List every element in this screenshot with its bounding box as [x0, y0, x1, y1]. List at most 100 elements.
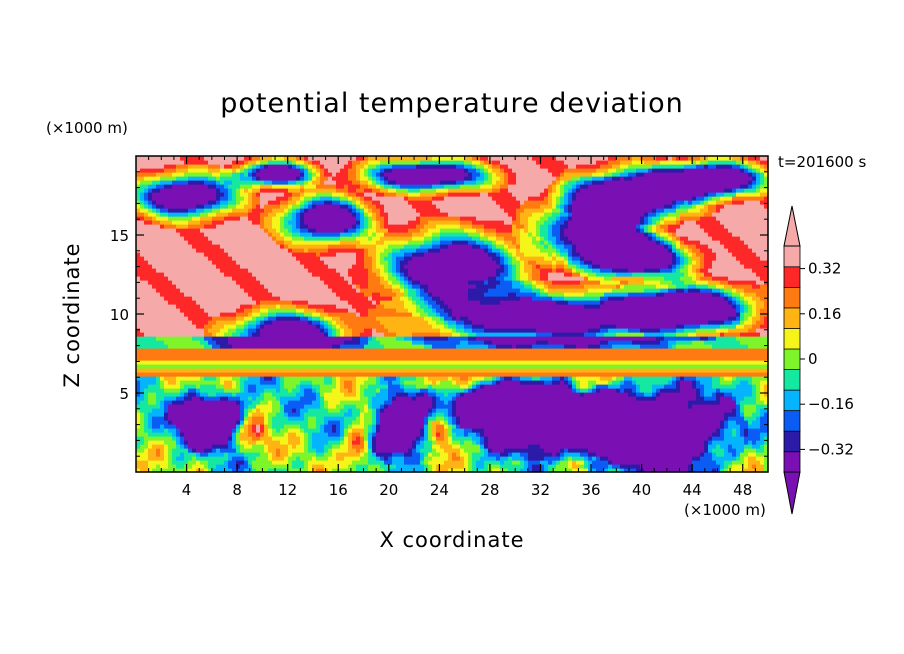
heatmap-cell [732, 392, 737, 397]
heatmap-cell [460, 456, 465, 461]
heatmap-cell [428, 436, 433, 441]
heatmap-cell [256, 440, 261, 445]
heatmap-cell [484, 344, 489, 349]
heatmap-cell [648, 404, 653, 409]
heatmap-cell [744, 364, 749, 369]
heatmap-cell [456, 444, 461, 449]
heatmap-cell [760, 424, 765, 429]
heatmap-cell [644, 428, 649, 433]
heatmap-cell [200, 444, 205, 449]
heatmap-cell [608, 364, 613, 369]
heatmap-cell [520, 448, 525, 453]
heatmap-cell [144, 404, 149, 409]
heatmap-cell [744, 428, 749, 433]
heatmap-cell [484, 356, 489, 361]
heatmap-cell [512, 364, 517, 369]
heatmap-cell [752, 380, 757, 385]
heatmap-cell [564, 360, 569, 365]
heatmap-cell [696, 352, 701, 357]
heatmap-cell [656, 348, 661, 353]
heatmap-cell [544, 396, 549, 401]
heatmap-cell [340, 344, 345, 349]
heatmap-cell [724, 448, 729, 453]
heatmap-cell [532, 468, 537, 473]
heatmap-cell [680, 372, 685, 377]
heatmap-cell [332, 456, 337, 461]
heatmap-cell [588, 384, 593, 389]
heatmap-cell [488, 424, 493, 429]
heatmap-cell [756, 460, 761, 465]
heatmap-cell [432, 448, 437, 453]
heatmap-cell [620, 428, 625, 433]
heatmap-cell [316, 400, 321, 405]
heatmap-cell [452, 452, 457, 457]
heatmap-cell [304, 440, 309, 445]
heatmap-cell [540, 420, 545, 425]
heatmap-cell [280, 460, 285, 465]
heatmap-cell [504, 452, 509, 457]
heatmap-cell [544, 432, 549, 437]
heatmap-cell [660, 404, 665, 409]
heatmap-cell [144, 456, 149, 461]
heatmap-cell [200, 352, 205, 357]
heatmap-cell [148, 444, 153, 449]
heatmap-cell [244, 408, 249, 413]
heatmap-cell [336, 420, 341, 425]
heatmap-cell [220, 420, 225, 425]
heatmap-cell [400, 348, 405, 353]
heatmap-cell [404, 460, 409, 465]
heatmap-cell [404, 384, 409, 389]
heatmap-cell [460, 432, 465, 437]
heatmap-cell [304, 428, 309, 433]
heatmap-cell [280, 452, 285, 457]
heatmap-cell [416, 420, 421, 425]
heatmap-cell [400, 424, 405, 429]
heatmap-cell [532, 372, 537, 377]
heatmap-cell [140, 416, 145, 421]
heatmap-cell [616, 444, 621, 449]
heatmap-cell [164, 392, 169, 397]
heatmap-cell [248, 440, 253, 445]
heatmap-cell [324, 436, 329, 441]
heatmap-cell [472, 444, 477, 449]
heatmap-cell [512, 468, 517, 473]
heatmap-cell [408, 364, 413, 369]
heatmap-cell [748, 376, 753, 381]
heatmap-cell [656, 464, 661, 469]
heatmap-cell [676, 380, 681, 385]
heatmap-cell [356, 384, 361, 389]
heatmap-cell [736, 376, 741, 381]
heatmap-cell [544, 404, 549, 409]
heatmap-cell [396, 376, 401, 381]
heatmap-cell [652, 416, 657, 421]
heatmap-cell [544, 448, 549, 453]
heatmap-cell [152, 376, 157, 381]
heatmap-cell [528, 420, 533, 425]
heatmap-cell [700, 348, 705, 353]
heatmap-cell [220, 388, 225, 393]
heatmap-cell [372, 448, 377, 453]
heatmap-cell [500, 384, 505, 389]
heatmap-cell [384, 356, 389, 361]
heatmap-cell [176, 452, 181, 457]
heatmap-cell [168, 420, 173, 425]
heatmap-cell [636, 416, 641, 421]
heatmap-cell [564, 404, 569, 409]
heatmap-cell [228, 444, 233, 449]
heatmap-cell [500, 428, 505, 433]
heatmap-cell [516, 436, 521, 441]
heatmap-cell [284, 380, 289, 385]
heatmap-cell [588, 416, 593, 421]
heatmap-cell [440, 420, 445, 425]
heatmap-cell [440, 356, 445, 361]
heatmap-cell [184, 368, 189, 373]
heatmap-cell [300, 460, 305, 465]
heatmap-cell [372, 360, 377, 365]
heatmap-cell [336, 368, 341, 373]
heatmap-cell [364, 368, 369, 373]
heatmap-cell [492, 348, 497, 353]
heatmap-cell [272, 412, 277, 417]
heatmap-cell [316, 452, 321, 457]
heatmap-cell [288, 396, 293, 401]
heatmap-cell [200, 420, 205, 425]
